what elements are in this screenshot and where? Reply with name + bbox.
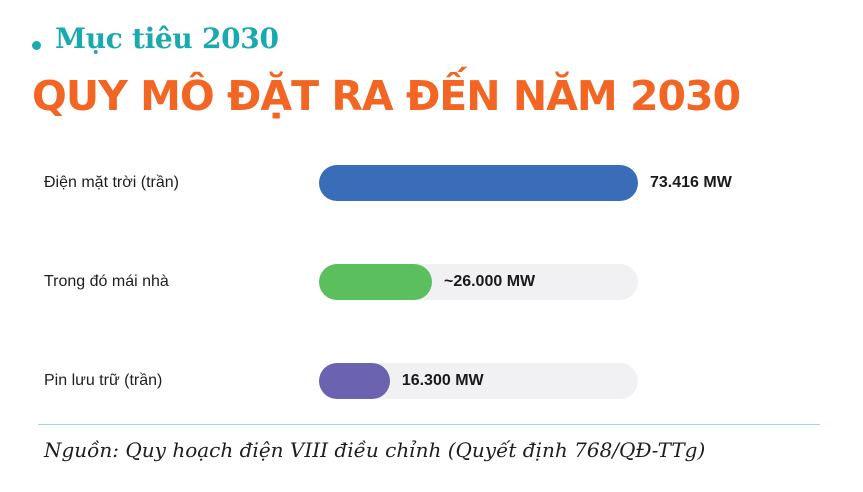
bar-row: Pin lưu trữ (trần) 16.300 MW	[0, 362, 863, 402]
divider	[38, 424, 820, 425]
source-note: Nguồn: Quy hoạch điện VIII điều chỉnh (Q…	[44, 438, 706, 462]
section-kicker: Mục tiêu 2030	[32, 22, 279, 55]
kicker-text: Mục tiêu 2030	[55, 22, 279, 55]
bullet-dot-icon	[32, 41, 41, 50]
bar-label: Pin lưu trữ (trần)	[44, 372, 163, 389]
bar-value-label: ~26.000 MW	[443, 273, 536, 290]
bar-row: Trong đó mái nhà ~26.000 MW	[0, 263, 863, 303]
bar-label: Trong đó mái nhà	[44, 273, 169, 290]
bar-row: Điện mặt trời (trần) 73.416 MW	[0, 164, 863, 204]
bar	[319, 363, 390, 399]
bar-value-label: 16.300 MW	[401, 372, 484, 389]
bar	[319, 165, 638, 201]
bar	[319, 264, 432, 300]
bar-value-label: 73.416 MW	[650, 174, 732, 191]
page-title: QUY MÔ ĐẶT RA ĐẾN NĂM 2030	[32, 72, 741, 120]
bar-label: Điện mặt trời (trần)	[44, 174, 179, 191]
